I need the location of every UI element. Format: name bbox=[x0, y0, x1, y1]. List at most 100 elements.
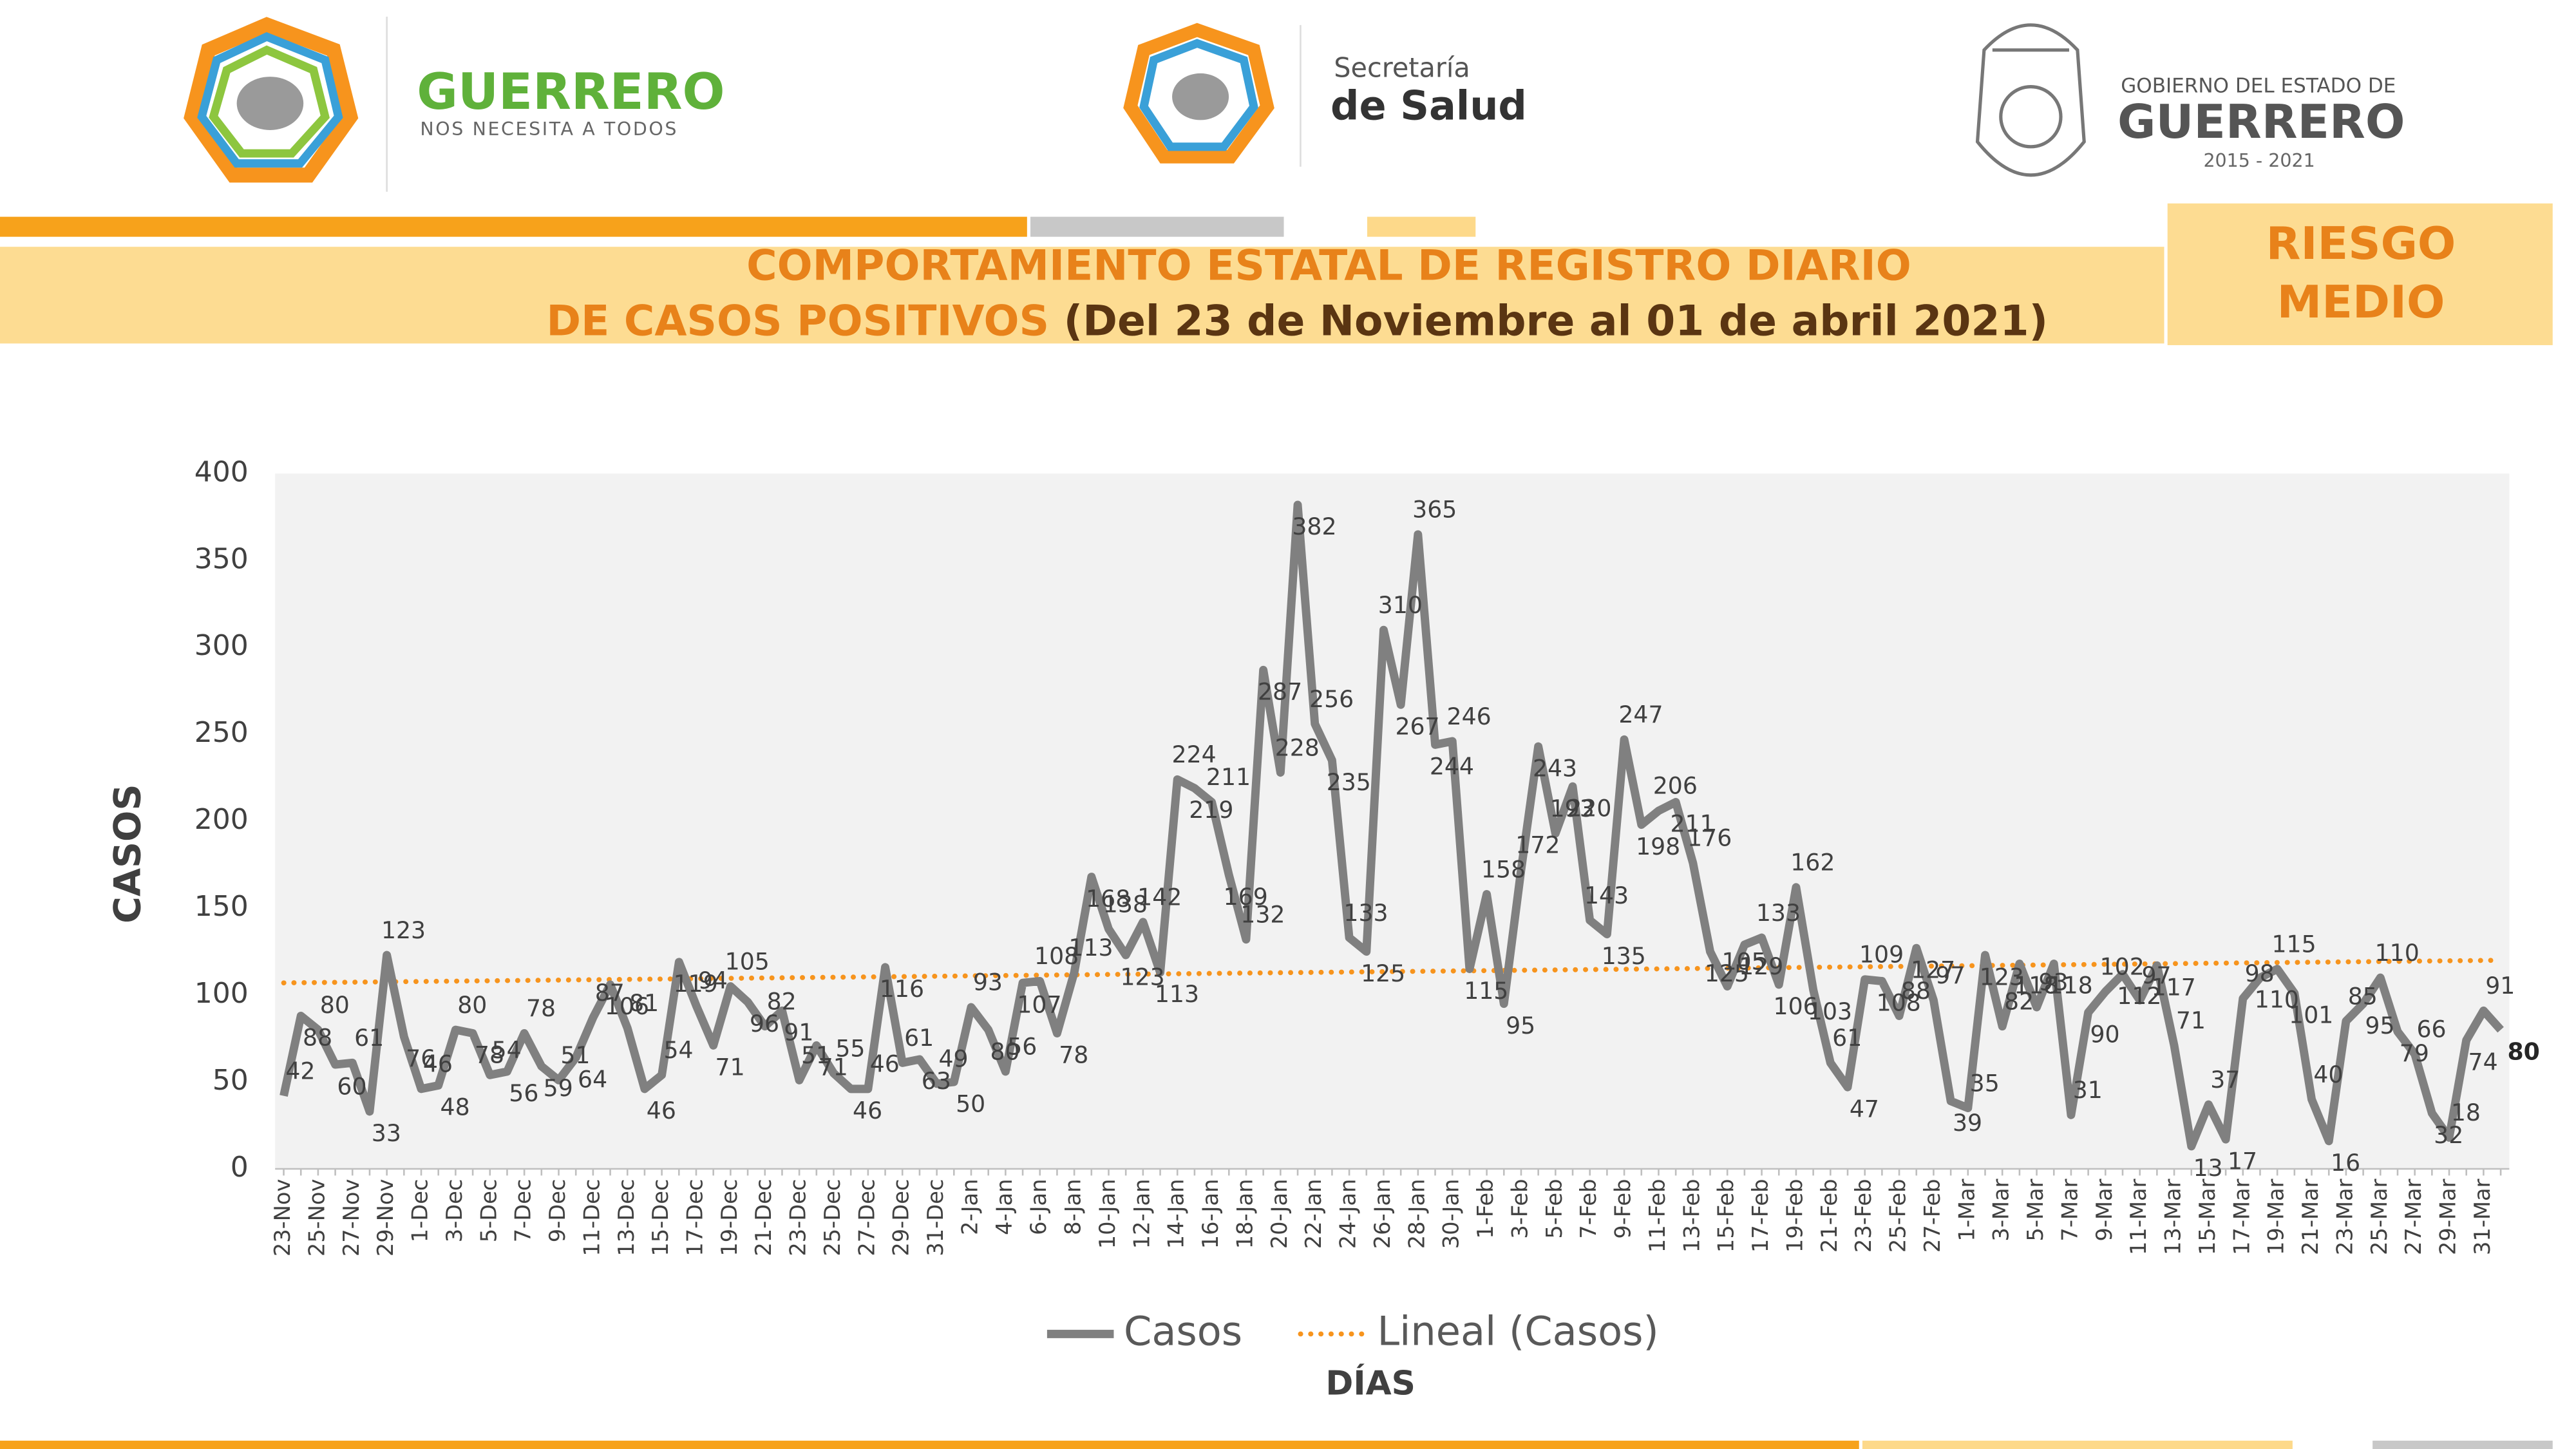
data-label: 169 bbox=[1224, 883, 1268, 911]
x-tick-label: 25-Nov bbox=[304, 1179, 329, 1257]
data-label: 94 bbox=[698, 967, 728, 994]
data-label: 103 bbox=[1808, 998, 1852, 1025]
x-tick-label: 20-Jan bbox=[1267, 1179, 1292, 1249]
x-tick-label: 25-Mar bbox=[2367, 1179, 2392, 1255]
logo-subtitle: NOS NECESITA A TODOS bbox=[420, 118, 678, 140]
data-label: 96 bbox=[750, 1010, 779, 1037]
x-tick-label: 27-Dec bbox=[854, 1179, 879, 1256]
data-label: 88 bbox=[1901, 977, 1931, 1005]
data-label: 37 bbox=[2210, 1066, 2240, 1094]
data-label: 46 bbox=[647, 1097, 676, 1124]
x-tick-label: 1-Dec bbox=[408, 1179, 433, 1243]
risk-line1: RIESGO bbox=[2266, 218, 2456, 270]
logo-title: GUERRERO bbox=[417, 63, 724, 121]
y-tick-label: 300 bbox=[194, 629, 249, 662]
x-tick-label: 5-Mar bbox=[2023, 1179, 2048, 1241]
x-tick-label: 31-Dec bbox=[923, 1179, 948, 1256]
data-label: 82 bbox=[767, 987, 797, 1015]
x-tick-label: 30-Jan bbox=[1439, 1179, 1464, 1249]
x-tick-label: 27-Nov bbox=[339, 1179, 364, 1257]
data-label: 206 bbox=[1653, 772, 1698, 800]
plot-area bbox=[275, 473, 2510, 1170]
legend-label: Casos bbox=[1124, 1307, 1242, 1354]
data-label: 133 bbox=[1343, 899, 1388, 927]
band bbox=[1862, 1441, 2293, 1449]
data-label: 33 bbox=[372, 1119, 401, 1147]
data-label: 64 bbox=[578, 1066, 607, 1094]
data-label: 119 bbox=[674, 970, 718, 998]
data-label: 247 bbox=[1618, 701, 1663, 728]
data-label: 39 bbox=[1953, 1109, 1982, 1137]
x-tick-label: 29-Nov bbox=[373, 1179, 398, 1257]
logo-center bbox=[1123, 23, 1274, 164]
y-tick-label: 150 bbox=[194, 890, 249, 923]
data-label: 235 bbox=[1327, 768, 1371, 796]
data-label: 113 bbox=[1155, 980, 1199, 1008]
y-axis-label: CASOS bbox=[107, 784, 149, 923]
data-label: 107 bbox=[1017, 990, 1061, 1018]
x-tick-label: 11-Feb bbox=[1645, 1179, 1670, 1253]
trend-line bbox=[281, 958, 2503, 986]
data-label: 91 bbox=[2485, 972, 2515, 999]
data-label: 102 bbox=[2100, 952, 2145, 980]
data-label: 142 bbox=[1137, 883, 1182, 911]
data-label: 90 bbox=[2090, 1020, 2119, 1048]
band bbox=[1030, 216, 1284, 237]
x-tick-label: 15-Mar bbox=[2195, 1179, 2220, 1255]
x-tick-label: 21-Feb bbox=[1817, 1179, 1842, 1253]
data-label: 143 bbox=[1584, 882, 1629, 909]
data-label: 35 bbox=[1970, 1069, 2000, 1097]
data-label: 220 bbox=[1567, 794, 1611, 822]
data-label: 82 bbox=[2004, 987, 2034, 1015]
logo-line1: GOBIERNO DEL ESTADO DE bbox=[2121, 75, 2396, 98]
x-tick-label: 2-Jan bbox=[957, 1179, 982, 1235]
data-label: 56 bbox=[509, 1079, 538, 1107]
data-label: 310 bbox=[1378, 591, 1423, 619]
data-label: 80 bbox=[320, 991, 350, 1019]
data-label: 108 bbox=[1034, 942, 1079, 970]
data-label: 113 bbox=[1068, 934, 1113, 961]
data-label: 76 bbox=[406, 1045, 435, 1072]
data-label: 138 bbox=[1103, 890, 1148, 918]
data-label: 71 bbox=[819, 1054, 848, 1081]
data-label: 98 bbox=[2245, 960, 2275, 987]
x-tick-label: 23-Nov bbox=[270, 1179, 295, 1257]
x-tick-label: 17-Mar bbox=[2229, 1179, 2254, 1255]
data-label: 61 bbox=[1832, 1024, 1862, 1052]
data-label: 112 bbox=[2117, 982, 2161, 1010]
data-label: 56 bbox=[1007, 1033, 1037, 1061]
data-label: 78 bbox=[475, 1041, 504, 1069]
data-label: 125 bbox=[1361, 960, 1405, 987]
data-label: 80 bbox=[2507, 1037, 2539, 1065]
x-tick-label: 23-Mar bbox=[2332, 1179, 2357, 1255]
x-tick-label: 3-Mar bbox=[1989, 1179, 2014, 1241]
x-tick-label: 22-Jan bbox=[1301, 1179, 1326, 1249]
x-tick-label: 3-Dec bbox=[442, 1179, 467, 1243]
data-label: 125 bbox=[1705, 960, 1749, 987]
x-tick-label: 31-Mar bbox=[2470, 1179, 2495, 1255]
data-label: 243 bbox=[1533, 754, 1577, 782]
y-tick-label: 50 bbox=[213, 1064, 249, 1097]
logo-line2: de Salud bbox=[1331, 82, 1527, 129]
x-tick-label: 15-Feb bbox=[1714, 1179, 1739, 1253]
x-tick-label: 8-Jan bbox=[1061, 1179, 1086, 1235]
x-tick-label: 3-Feb bbox=[1507, 1179, 1532, 1239]
data-label: 59 bbox=[544, 1074, 573, 1102]
data-label: 176 bbox=[1687, 824, 1732, 852]
x-tick-label: 19-Feb bbox=[1782, 1179, 1807, 1253]
data-label: 74 bbox=[2468, 1048, 2498, 1076]
data-label: 246 bbox=[1447, 703, 1492, 730]
data-label: 46 bbox=[870, 1050, 900, 1078]
x-tick-label: 26-Jan bbox=[1370, 1179, 1395, 1249]
data-label: 162 bbox=[1790, 848, 1835, 876]
x-tick-label: 19-Mar bbox=[2264, 1179, 2289, 1255]
x-tick-label: 1-Feb bbox=[1473, 1179, 1498, 1239]
coat-of-arms bbox=[1975, 23, 2086, 177]
data-label: 80 bbox=[457, 991, 487, 1019]
data-label: 88 bbox=[303, 1024, 332, 1052]
data-label: 117 bbox=[2152, 973, 2196, 1001]
data-label: 168 bbox=[1086, 885, 1130, 913]
x-tick-label: 5-Feb bbox=[1542, 1179, 1567, 1239]
data-label: 78 bbox=[526, 994, 556, 1022]
